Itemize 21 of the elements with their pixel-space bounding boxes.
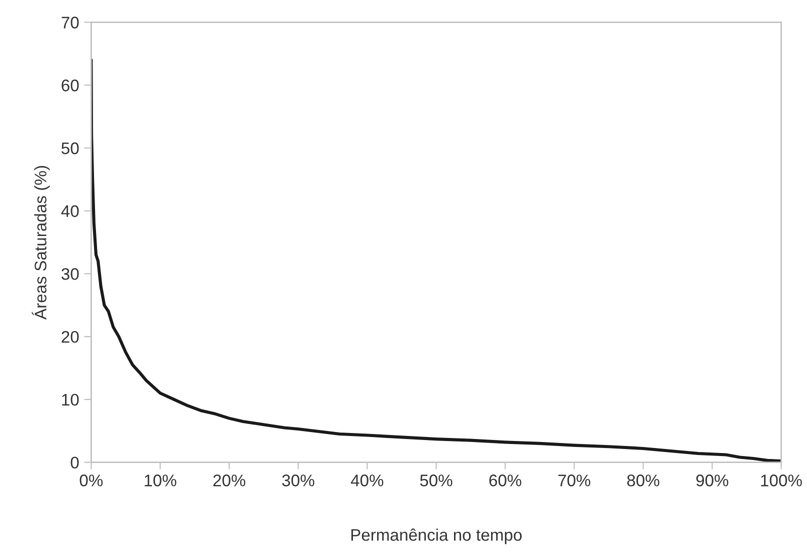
y-tick-label: 10 [62,394,79,406]
x-tick-label: 10% [144,474,176,486]
y-axis-title: Áreas Saturadas (%) [32,166,50,320]
y-tick-label: 30 [61,268,79,280]
x-tick-label: 40% [350,474,384,486]
x-tick-label: 0% [80,474,103,486]
y-tick-label: 50 [62,142,79,154]
x-tick-label: 70% [558,474,590,486]
x-tick-label: 20% [213,474,246,486]
y-tick-label: 0 [70,456,79,469]
y-tick-label: 20 [62,330,79,343]
x-tick-label: 50% [420,474,452,486]
x-axis-title: Permanência no tempo [351,528,522,544]
x-tick-label: 100% [761,474,802,486]
x-tick-label: 30% [282,474,314,486]
x-tick-label: 60% [489,474,522,486]
y-tick-label: 60 [62,80,79,92]
y-tick-label: 70 [62,16,79,28]
x-tick-label: 80% [627,474,660,486]
x-tick-label: 90% [696,474,728,486]
y-tick-label: 40 [61,205,79,218]
